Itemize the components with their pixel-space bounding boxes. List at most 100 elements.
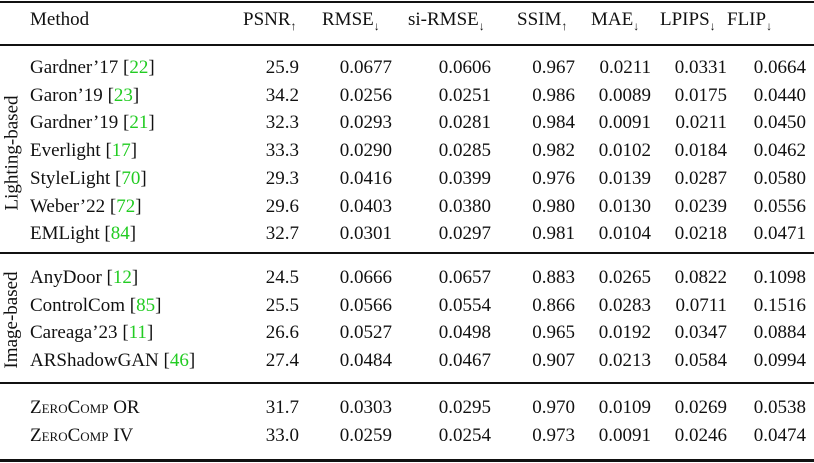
- metric-value: 0.0269: [674, 397, 727, 418]
- citation-link[interactable]: 12: [112, 267, 132, 288]
- column-header: Method: [30, 9, 89, 31]
- column-header-label: LPIPS: [660, 9, 710, 30]
- metric-value: 0.0281: [438, 112, 491, 134]
- method-label: ZeroComp OR: [30, 397, 140, 418]
- metric-value: 0.0606: [438, 57, 491, 78]
- metric-value: 34.2: [265, 84, 299, 106]
- metric-value: 0.0295: [438, 397, 491, 418]
- metric-value: 0.980: [532, 195, 575, 217]
- metric-value: 0.970: [532, 397, 575, 418]
- metric-value: 0.0301: [339, 223, 392, 245]
- metric-value: 0.0498: [438, 322, 491, 344]
- citation-link[interactable]: 70: [121, 167, 141, 189]
- metric-value: 0.0290: [339, 140, 392, 162]
- metric-value: 0.967: [532, 57, 575, 78]
- metric-value: 0.0256: [339, 84, 392, 106]
- citation-link[interactable]: 84: [110, 223, 130, 245]
- metric-value: 0.0239: [674, 195, 727, 217]
- sort-direction-arrow: ↑: [290, 19, 297, 33]
- metric-value: 25.9: [265, 57, 299, 78]
- metric-value: 0.0380: [438, 195, 491, 217]
- metric-value: 0.0416: [339, 167, 392, 189]
- metric-value: 0.0467: [438, 350, 491, 372]
- method-name: ARShadowGAN [46]: [30, 350, 196, 372]
- metric-value: 32.7: [265, 223, 299, 245]
- metric-value: 0.0462: [753, 140, 806, 162]
- metric-value: 29.3: [265, 167, 299, 189]
- citation-link[interactable]: 23: [113, 84, 133, 106]
- method-name: Gardner’17 [22]: [30, 57, 155, 78]
- metric-value: 0.0399: [438, 167, 491, 189]
- metric-value: 0.0283: [598, 294, 651, 316]
- metric-value: 0.973: [532, 424, 575, 446]
- metric-value: 0.0538: [753, 397, 806, 418]
- metric-value: 0.0285: [438, 140, 491, 162]
- method-name: Everlight [17]: [30, 140, 138, 162]
- citation-link[interactable]: 46: [169, 350, 189, 372]
- table-rule: [0, 252, 814, 254]
- citation-link[interactable]: 22: [129, 57, 149, 78]
- metric-value: 0.976: [532, 167, 575, 189]
- metric-value: 0.0184: [674, 140, 727, 162]
- sort-direction-arrow: ↓: [709, 19, 716, 33]
- method-label: StyleLight: [30, 167, 111, 189]
- metric-value: 0.986: [532, 84, 575, 106]
- metric-value: 0.0527: [339, 322, 392, 344]
- metric-value: 0.982: [532, 140, 575, 162]
- metric-value: 0.0677: [339, 57, 392, 78]
- metric-value: 0.0822: [674, 267, 727, 288]
- group-label: Image-based: [1, 271, 22, 369]
- metric-value: 0.0089: [598, 84, 651, 106]
- table-rule: [0, 459, 814, 462]
- method-name: ControlCom [85]: [30, 294, 162, 316]
- column-header-label: RMSE: [322, 9, 374, 30]
- metric-value: 0.0584: [674, 350, 727, 372]
- table-rule: [0, 382, 814, 384]
- metric-value: 0.984: [532, 112, 575, 134]
- metric-value: 25.5: [265, 294, 299, 316]
- citation-link[interactable]: 72: [116, 195, 136, 217]
- metric-value: 0.1098: [753, 267, 806, 288]
- column-header: LPIPS↓: [660, 9, 716, 33]
- metric-value: 0.883: [532, 267, 575, 288]
- citation-link[interactable]: 21: [129, 112, 149, 134]
- metric-value: 0.0297: [438, 223, 491, 245]
- column-header-label: Method: [30, 9, 90, 30]
- metric-value: 0.1516: [753, 294, 806, 316]
- sort-direction-arrow: ↓: [633, 19, 640, 33]
- metric-value: 0.0994: [753, 350, 806, 372]
- metric-value: 0.0091: [598, 112, 651, 134]
- group-label: Lighting-based: [1, 94, 22, 211]
- metric-value: 0.0211: [675, 112, 727, 134]
- citation-link[interactable]: 11: [128, 322, 147, 344]
- sort-direction-arrow: ↓: [373, 19, 380, 33]
- column-header-label: SSIM: [517, 9, 562, 30]
- metric-value: 0.0254: [438, 424, 491, 446]
- metric-value: 0.0484: [339, 350, 392, 372]
- metric-value: 0.0218: [674, 223, 727, 245]
- metric-value: 0.0556: [753, 195, 806, 217]
- metric-value: 0.0192: [598, 322, 651, 344]
- metric-value: 0.0554: [438, 294, 491, 316]
- column-header-label: si-RMSE: [408, 9, 479, 30]
- method-name: ZeroComp OR: [30, 397, 140, 419]
- metric-value: 0.0450: [753, 112, 806, 134]
- sort-direction-arrow: ↑: [561, 19, 568, 33]
- metric-value: 0.0580: [753, 167, 806, 189]
- metric-value: 0.0440: [753, 84, 806, 106]
- metric-value: 0.0403: [339, 195, 392, 217]
- metric-value: 0.0102: [598, 140, 651, 162]
- column-header: MAE↓: [591, 9, 640, 33]
- citation-link[interactable]: 17: [111, 140, 131, 162]
- metric-value: 0.0109: [598, 397, 651, 418]
- metric-value: 24.5: [265, 267, 299, 288]
- method-label: Weber’22: [30, 195, 106, 217]
- method-name: Careaga’23 [11]: [30, 322, 154, 344]
- metric-value: 0.0474: [753, 424, 806, 446]
- method-label: Gardner’17: [30, 57, 119, 78]
- citation-link[interactable]: 85: [136, 294, 156, 316]
- column-header: FLIP↓: [727, 9, 772, 33]
- metric-value: 29.6: [265, 195, 299, 217]
- method-label: AnyDoor: [30, 267, 102, 288]
- metric-value: 0.0471: [753, 223, 806, 245]
